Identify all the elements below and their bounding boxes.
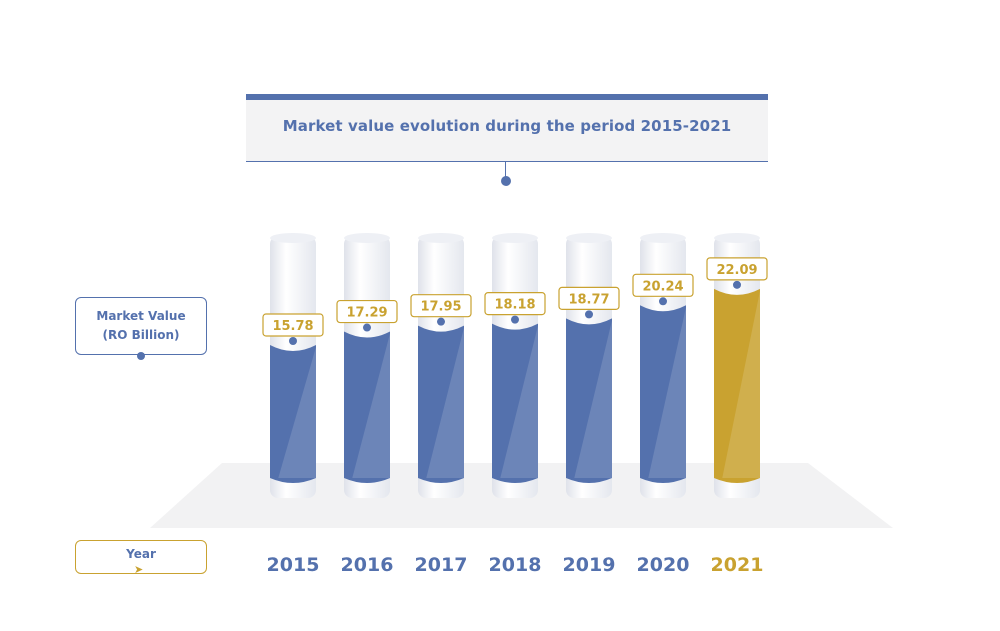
value-label-dot xyxy=(585,310,593,319)
title-connector-line xyxy=(505,162,506,178)
title-banner: Market value evolution during the period… xyxy=(246,94,768,162)
value-label-box xyxy=(632,273,694,297)
bar-sheen xyxy=(722,290,760,478)
value-label-box xyxy=(336,299,398,324)
x-axis-label: Year xyxy=(126,547,156,561)
y-axis-label-line2: (RO Billion) xyxy=(102,328,180,342)
bar-group: 15.78 2015 xyxy=(262,233,324,576)
value-label-box xyxy=(484,292,546,316)
bar-sheen xyxy=(352,333,390,478)
category-label: 2019 xyxy=(563,554,616,576)
bar-sheen xyxy=(574,320,612,478)
bar-sheen xyxy=(278,347,316,478)
value-label: 18.77 xyxy=(568,292,609,307)
category-label: 2018 xyxy=(489,554,542,576)
bar-group: 18.18 2018 xyxy=(484,233,546,576)
chart-title: Market value evolution during the period… xyxy=(282,117,732,135)
value-label-box xyxy=(558,286,620,310)
value-label-dot xyxy=(437,317,445,326)
y-axis-connector-dot xyxy=(137,352,145,360)
bar-sheen xyxy=(500,325,538,478)
value-label-dot xyxy=(511,315,519,324)
value-label-box xyxy=(410,294,472,318)
value-label: 18.18 xyxy=(494,298,535,313)
title-underline xyxy=(246,161,768,162)
value-label: 17.29 xyxy=(346,306,387,321)
category-label: 2015 xyxy=(267,554,320,576)
bar-tube-cap xyxy=(418,233,464,243)
category-label: 2020 xyxy=(637,554,690,576)
bar xyxy=(418,325,464,483)
value-label: 15.78 xyxy=(272,319,313,334)
bar-group: 18.77 2019 xyxy=(558,233,620,576)
bar-group: 22.09 2021 xyxy=(706,233,768,576)
bar-tube-cap xyxy=(270,233,316,243)
value-label-dot xyxy=(289,337,297,345)
y-axis-label-box: Market Value (RO Billion) xyxy=(75,297,207,355)
bar xyxy=(344,331,390,483)
bar-group: 17.95 2017 xyxy=(410,233,472,576)
arrow-right-icon: ➤ xyxy=(134,563,144,576)
bar-sheen xyxy=(426,327,464,478)
category-label: 2017 xyxy=(415,554,468,576)
x-axis-label-box: Year xyxy=(75,540,207,574)
value-label: 17.95 xyxy=(420,300,461,315)
value-label-box xyxy=(262,313,324,337)
category-label: 2016 xyxy=(341,554,394,576)
bar xyxy=(492,323,538,483)
bar-group: 20.24 2020 xyxy=(632,233,694,576)
value-label: 20.24 xyxy=(642,279,683,294)
value-label: 22.09 xyxy=(716,263,757,278)
bar xyxy=(566,318,612,483)
value-label-dot xyxy=(659,297,667,306)
bar-tube-cap xyxy=(344,233,390,243)
category-label: 2021 xyxy=(711,554,764,576)
value-label-dot xyxy=(733,280,741,289)
bar xyxy=(640,305,686,483)
value-label-dot xyxy=(363,323,371,332)
bar-tube-cap xyxy=(714,233,760,243)
bar-tube-cap xyxy=(492,233,538,243)
value-label-box xyxy=(706,257,768,281)
bar-tube-cap xyxy=(640,233,686,243)
bar-group: 17.29 2016 xyxy=(336,233,398,576)
bar-tube-cap xyxy=(566,233,612,243)
bar xyxy=(714,288,760,483)
y-axis-label-line1: Market Value xyxy=(96,309,186,323)
bar-sheen xyxy=(648,307,686,478)
title-connector-dot xyxy=(501,176,511,186)
bar xyxy=(270,345,316,483)
